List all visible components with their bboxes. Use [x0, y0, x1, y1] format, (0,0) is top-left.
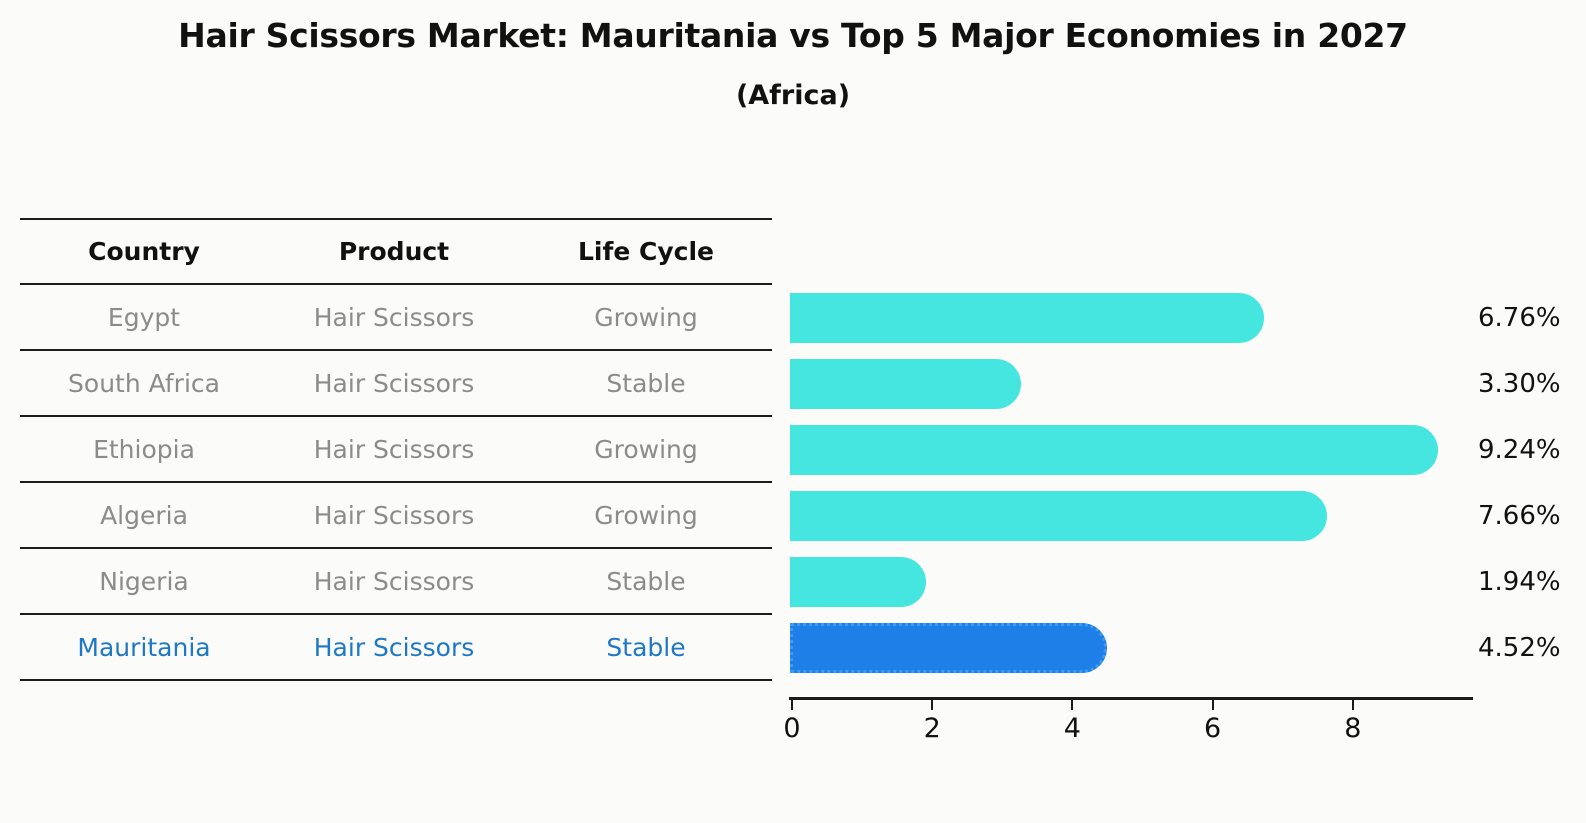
column-header-life-cycle: Life Cycle: [577, 237, 715, 266]
life-cycle-cell: Stable: [606, 632, 686, 662]
bar-plot: 6.76% 3.30% 9.24% 7.66% 1.94% 4.52%: [790, 285, 1586, 681]
value-label-algeria: 7.66%: [1478, 501, 1561, 531]
bar-row-algeria: 7.66%: [790, 483, 1586, 549]
bar-row-egypt: 6.76%: [790, 285, 1586, 351]
bar-nigeria: [790, 557, 926, 607]
tick-mark: [1351, 700, 1354, 710]
life-cycle-cell: Stable: [606, 566, 686, 596]
bar-egypt: [790, 293, 1264, 343]
product-cell: Hair Scissors: [313, 368, 475, 398]
column-header-country: Country: [88, 237, 200, 266]
data-table: Country Product Life Cycle Egypt Hair Sc…: [20, 218, 772, 681]
column-header-product: Product: [338, 237, 450, 266]
life-cycle-cell: Growing: [594, 434, 698, 464]
country-cell: Mauritania: [77, 632, 211, 662]
table-row-mauritania: Mauritania Hair Scissors Stable: [20, 615, 772, 681]
country-cell: South Africa: [68, 368, 220, 398]
value-label-mauritania: 4.52%: [1478, 633, 1561, 663]
x-tick-label-4: 4: [1063, 713, 1081, 744]
country-cell: Nigeria: [99, 566, 189, 596]
table-header-row: Country Product Life Cycle: [20, 220, 772, 285]
product-cell: Hair Scissors: [313, 434, 475, 464]
country-cell: Ethiopia: [93, 434, 195, 464]
bar-row-south-africa: 3.30%: [790, 351, 1586, 417]
product-cell: Hair Scissors: [313, 500, 475, 530]
product-cell: Hair Scissors: [313, 566, 475, 596]
country-cell: Egypt: [107, 302, 181, 332]
life-cycle-cell: Growing: [594, 500, 698, 530]
chart-title: Hair Scissors Market: Mauritania vs Top …: [178, 16, 1408, 55]
x-tick-label-8: 8: [1344, 713, 1362, 744]
bar-row-ethiopia: 9.24%: [790, 417, 1586, 483]
tick-mark: [931, 700, 934, 710]
value-label-ethiopia: 9.24%: [1478, 435, 1561, 465]
table-row-ethiopia: Ethiopia Hair Scissors Growing: [20, 417, 772, 483]
table-row-algeria: Algeria Hair Scissors Growing: [20, 483, 772, 549]
value-label-south-africa: 3.30%: [1478, 369, 1561, 399]
bar-south-africa: [790, 359, 1022, 409]
chart-subtitle: (Africa): [735, 80, 851, 111]
bar-mauritania-highlighted: [790, 623, 1107, 673]
x-axis-line: [789, 697, 1473, 700]
table-row-south-africa: South Africa Hair Scissors Stable: [20, 351, 772, 417]
x-tick-label-2: 2: [923, 713, 941, 744]
life-cycle-cell: Growing: [594, 302, 698, 332]
value-label-egypt: 6.76%: [1478, 303, 1561, 333]
tick-mark: [791, 700, 793, 710]
product-cell: Hair Scissors: [313, 632, 475, 662]
tick-mark: [1211, 700, 1214, 710]
table-row-egypt: Egypt Hair Scissors Growing: [20, 285, 772, 351]
x-tick-label-0: 0: [783, 713, 801, 744]
x-tick-label-6: 6: [1204, 713, 1222, 744]
value-label-nigeria: 1.94%: [1478, 567, 1561, 597]
product-cell: Hair Scissors: [313, 302, 475, 332]
bar-ethiopia: [790, 425, 1438, 475]
life-cycle-cell: Stable: [606, 368, 686, 398]
table-row-nigeria: Nigeria Hair Scissors Stable: [20, 549, 772, 615]
country-cell: Algeria: [100, 500, 188, 530]
tick-mark: [1071, 700, 1074, 710]
bar-row-nigeria: 1.94%: [790, 549, 1586, 615]
bar-algeria: [790, 491, 1327, 541]
bar-row-mauritania: 4.52%: [790, 615, 1586, 681]
x-axis: 0 2 4 6 8: [783, 697, 1550, 767]
